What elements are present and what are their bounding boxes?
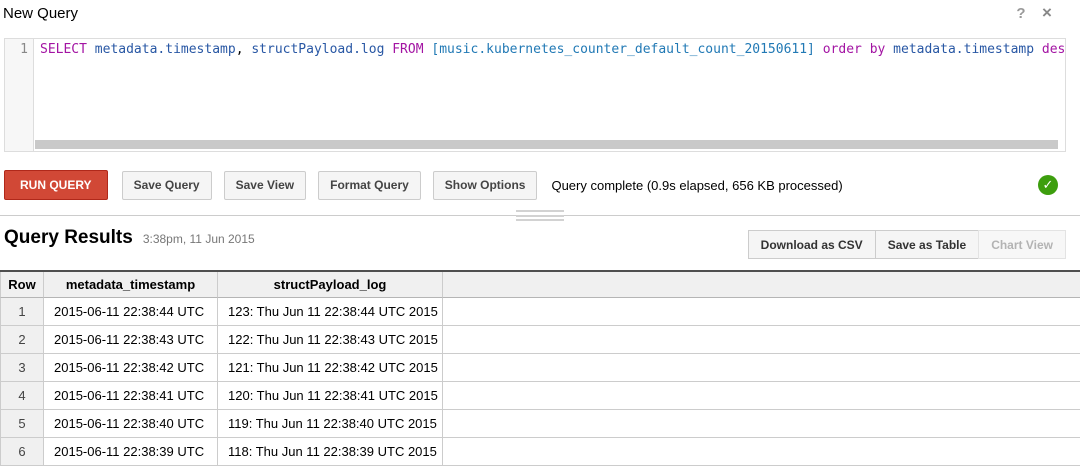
sql-token-plain (885, 42, 893, 57)
row-number-cell: 2 (0, 326, 44, 354)
splitter-grip-icon[interactable] (516, 210, 564, 221)
log-cell: 122: Thu Jun 11 22:38:43 UTC 2015 (218, 326, 443, 354)
table-row: 6 2015-06-11 22:38:39 UTC 118: Thu Jun 11 … (0, 438, 1080, 466)
timestamp-cell: 2015-06-11 22:38:44 UTC (44, 298, 218, 326)
results-header: Query Results 3:38pm, 11 Jun 2015 Downloa… (4, 227, 1076, 261)
row-number-cell: 6 (0, 438, 44, 466)
filler-cell (443, 382, 1080, 410)
sql-query-text[interactable]: SELECT metadata.timestamp, structPayload… (40, 42, 1065, 58)
query-status-text: Query complete (0.9s elapsed, 656 KB pro… (551, 177, 843, 193)
format-query-button[interactable]: Format Query (318, 170, 421, 200)
sql-token-field: metadata.timestamp (94, 42, 236, 57)
column-header-structpayload-log: structPayload_log (218, 272, 443, 298)
download-as-csv-button[interactable]: Download as CSV (747, 230, 876, 259)
sql-token-field: structPayload.log (251, 42, 385, 57)
table-row: 2 2015-06-11 22:38:43 UTC 122: Thu Jun 11 … (0, 326, 1080, 354)
sql-editor[interactable]: 1 SELECT metadata.timestamp, structPaylo… (4, 38, 1066, 152)
log-cell: 120: Thu Jun 11 22:38:41 UTC 2015 (218, 382, 443, 410)
editor-horizontal-scrollbar[interactable] (35, 140, 1058, 149)
query-success-icon: ✓ (1038, 175, 1058, 195)
results-timestamp: 3:38pm, 11 Jun 2015 (142, 232, 255, 246)
chart-view-button: Chart View (978, 230, 1066, 259)
timestamp-cell: 2015-06-11 22:38:39 UTC (44, 438, 218, 466)
results-title: Query Results (4, 227, 133, 248)
row-number-cell: 3 (0, 354, 44, 382)
row-number-cell: 4 (0, 382, 44, 410)
sql-token-keyword: desc (1041, 42, 1065, 57)
log-cell: 118: Thu Jun 11 22:38:39 UTC 2015 (218, 438, 443, 466)
table-row: 3 2015-06-11 22:38:42 UTC 121: Thu Jun 11 … (0, 354, 1080, 382)
filler-cell (443, 410, 1080, 438)
save-as-table-button[interactable]: Save as Table (874, 230, 980, 259)
table-row: 1 2015-06-11 22:38:44 UTC 123: Thu Jun 11 … (0, 298, 1080, 326)
editor-gutter: 1 (5, 39, 34, 151)
panel-splitter[interactable] (0, 210, 1080, 221)
column-header-row: Row (0, 272, 44, 298)
save-view-button[interactable]: Save View (223, 170, 307, 200)
sql-token-keyword: SELECT (40, 42, 87, 57)
sql-token-plain: , (235, 42, 252, 57)
sql-token-keyword: FROM (392, 42, 424, 57)
filler-cell (443, 354, 1080, 382)
sql-token-plain (862, 42, 870, 57)
results-action-group: Download as CSV Save as Table Chart View (747, 230, 1066, 259)
sql-token-field: metadata.timestamp (893, 42, 1035, 57)
timestamp-cell: 2015-06-11 22:38:40 UTC (44, 410, 218, 438)
sql-token-keyword: order (822, 42, 862, 57)
row-number-cell: 5 (0, 410, 44, 438)
help-icon[interactable]: ? (1016, 5, 1026, 22)
line-number: 1 (20, 42, 28, 57)
log-cell: 121: Thu Jun 11 22:38:42 UTC 2015 (218, 354, 443, 382)
run-query-button[interactable]: RUN QUERY (4, 170, 108, 200)
table-row: 4 2015-06-11 22:38:41 UTC 120: Thu Jun 11 … (0, 382, 1080, 410)
sql-token-keyword: by (869, 42, 886, 57)
filler-cell (443, 298, 1080, 326)
table-row: 5 2015-06-11 22:38:40 UTC 119: Thu Jun 11 … (0, 410, 1080, 438)
log-cell: 123: Thu Jun 11 22:38:44 UTC 2015 (218, 298, 443, 326)
timestamp-cell: 2015-06-11 22:38:42 UTC (44, 354, 218, 382)
column-header-filler (443, 272, 1080, 298)
show-options-button[interactable]: Show Options (432, 170, 538, 200)
query-toolbar: RUN QUERY Save Query Save View Format Quer… (4, 170, 1076, 200)
sql-token-plain (87, 42, 95, 57)
results-table: Row metadata_timestamp structPayload_log 1 2… (0, 270, 1080, 466)
sql-token-plain (815, 42, 823, 57)
save-query-button[interactable]: Save Query (121, 170, 212, 200)
filler-cell (443, 326, 1080, 354)
column-header-metadata-timestamp: metadata_timestamp (44, 272, 218, 298)
page-title: New Query (3, 5, 79, 22)
close-icon[interactable]: × (1042, 3, 1052, 22)
timestamp-cell: 2015-06-11 22:38:41 UTC (44, 382, 218, 410)
log-cell: 119: Thu Jun 11 22:38:40 UTC 2015 (218, 410, 443, 438)
timestamp-cell: 2015-06-11 22:38:43 UTC (44, 326, 218, 354)
table-header-row: Row metadata_timestamp structPayload_log (0, 270, 1080, 298)
sql-token-plain (1034, 42, 1042, 57)
row-number-cell: 1 (0, 298, 44, 326)
filler-cell (443, 438, 1080, 466)
sql-token-table: [music.kubernetes_counter_default_count_… (431, 42, 815, 57)
